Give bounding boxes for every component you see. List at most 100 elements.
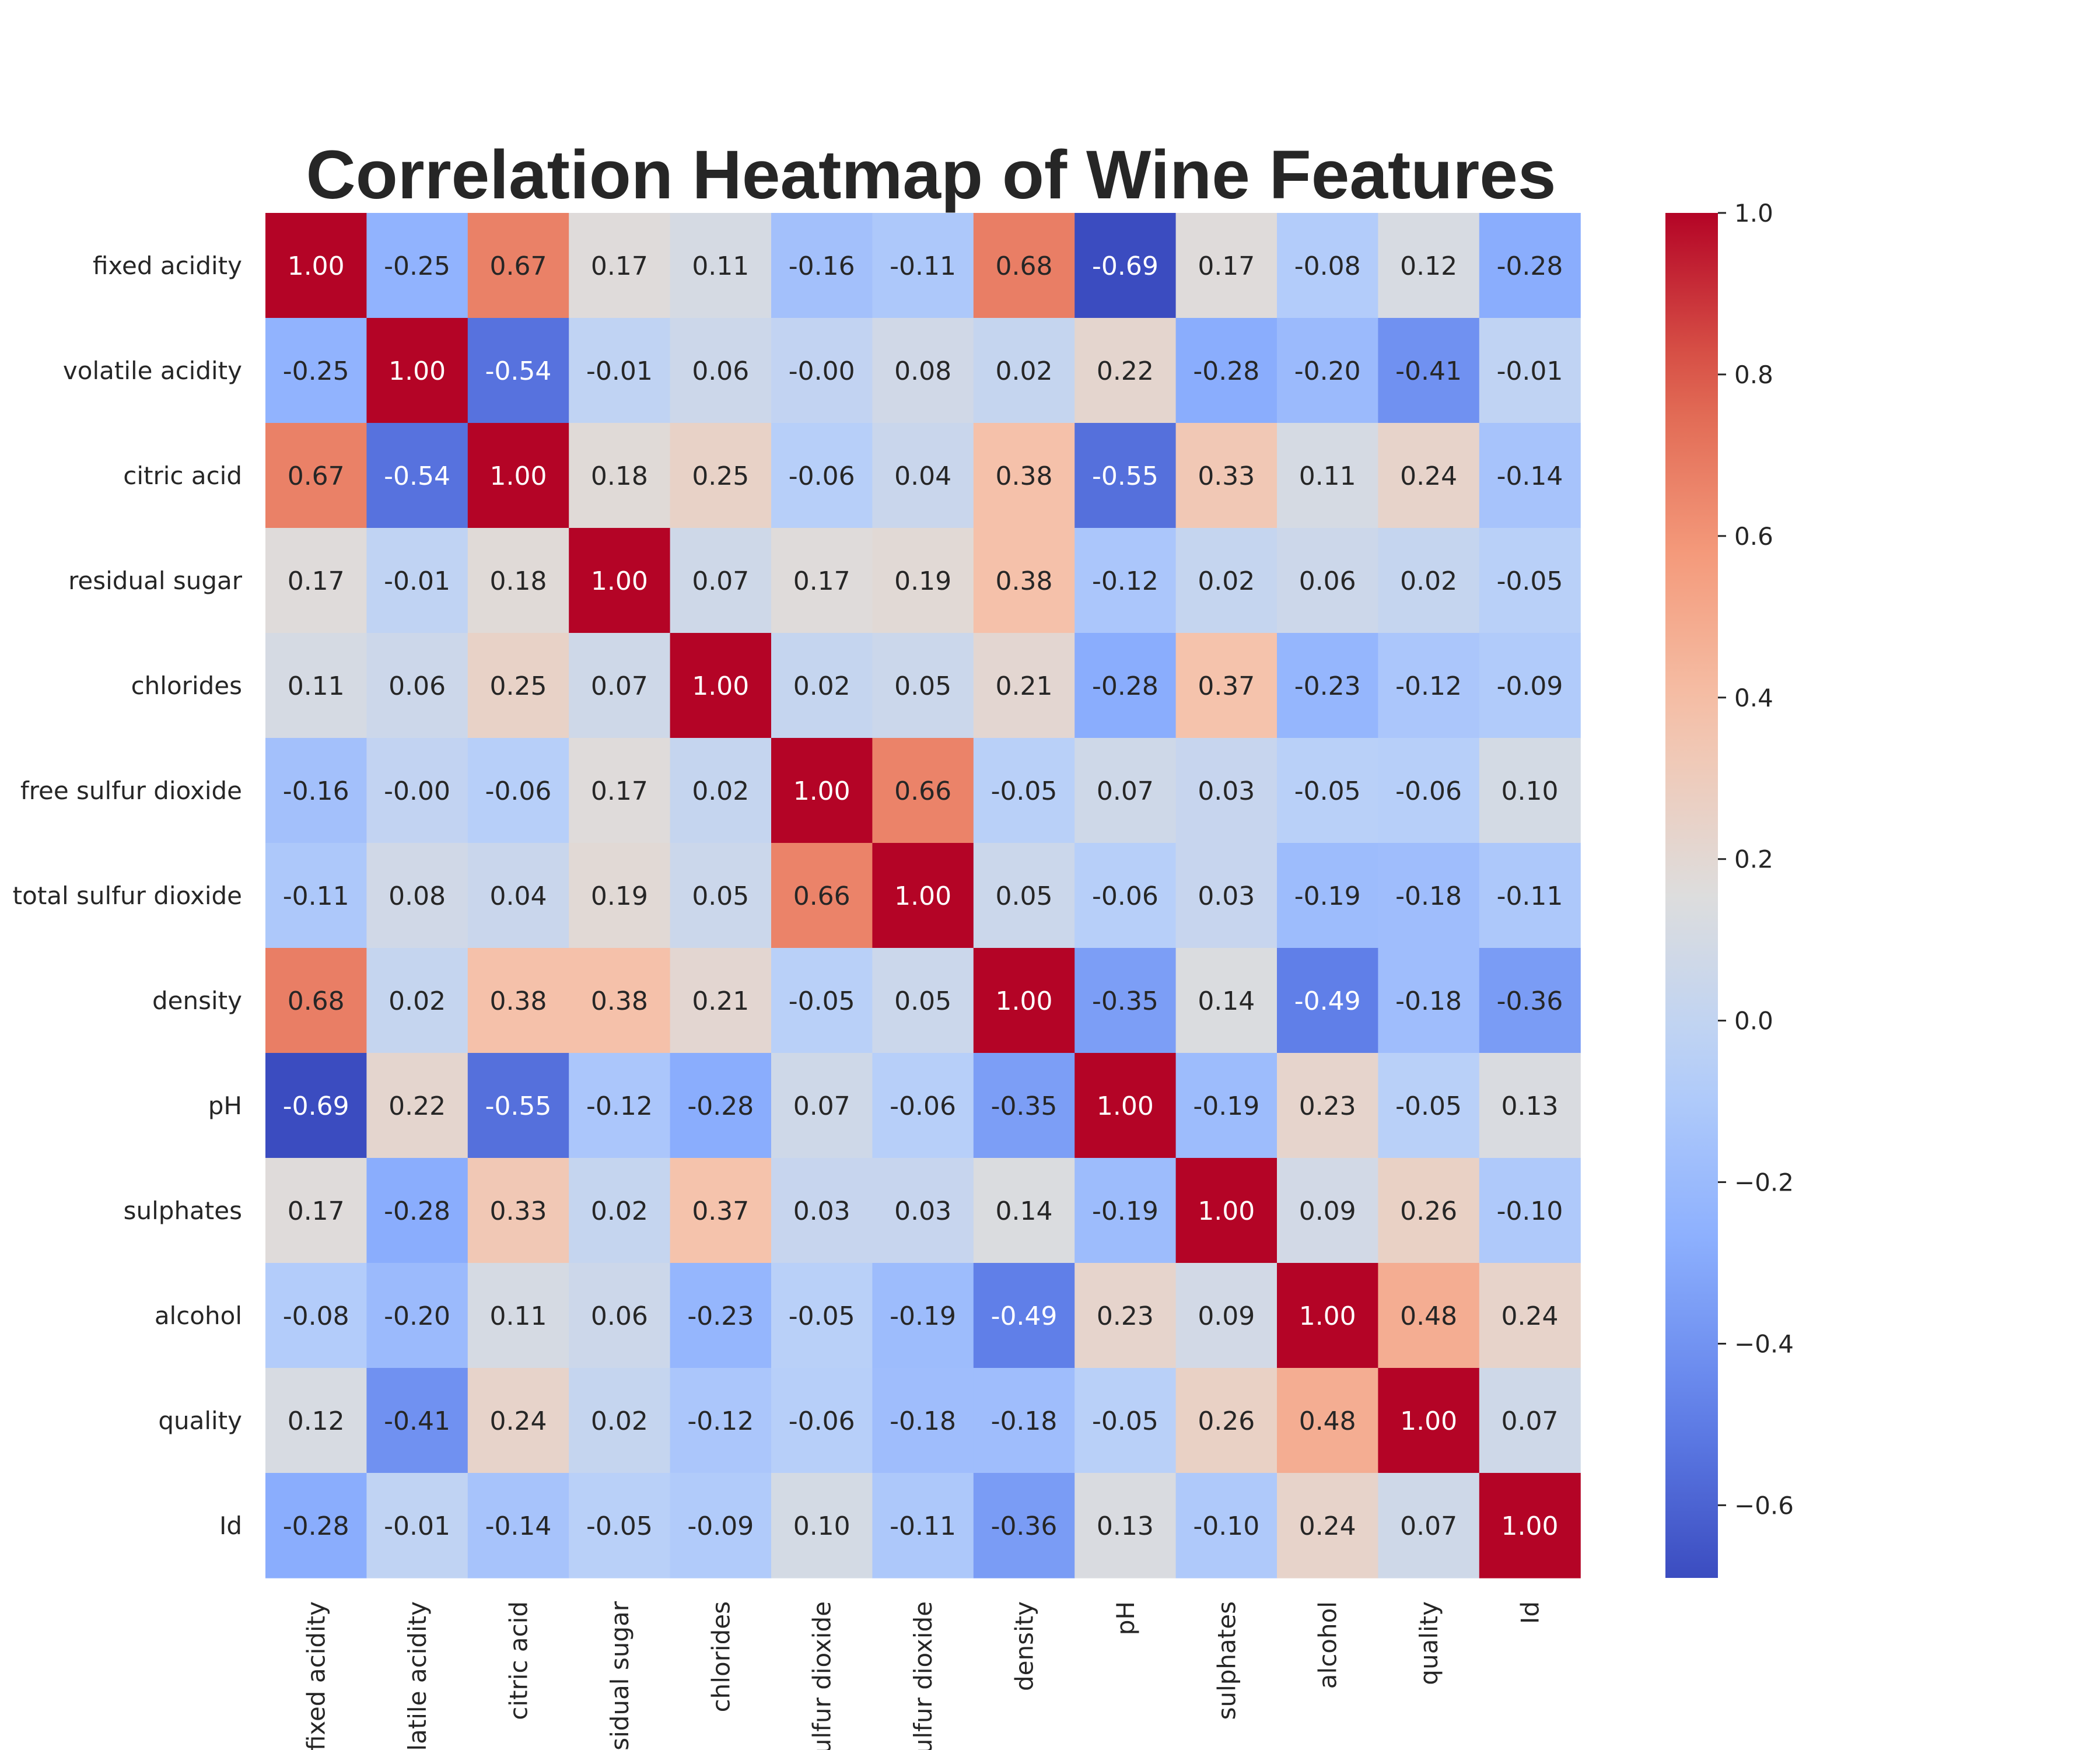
column-label: free sulfur dioxide: [808, 1601, 836, 1750]
cell-value-label: -0.23: [1294, 671, 1361, 701]
cell-value-label: 0.18: [591, 461, 648, 491]
cell-value-label: 0.08: [388, 881, 446, 911]
cell-value-label: -0.41: [1395, 356, 1462, 386]
column-label: quality: [1415, 1601, 1443, 1685]
cell-value-label: 0.05: [692, 881, 749, 911]
cell-value-label: -0.06: [1395, 776, 1462, 806]
heatmap-cell: [1074, 948, 1177, 1054]
heatmap-grid: 1.00 -0.25 0.67 0.17 0.11 -0.16 -0.11 0.68 -0.69…: [265, 213, 1581, 1578]
cell-value-label: 0.37: [1198, 671, 1255, 701]
cell-value-label: -0.20: [384, 1301, 450, 1331]
cell-value-label: 0.09: [1299, 1196, 1356, 1226]
heatmap-cell: [670, 318, 772, 424]
heatmap-cell: [467, 948, 569, 1054]
heatmap-cell: [1074, 1263, 1177, 1368]
heatmap-cell: [569, 843, 671, 949]
heatmap-cell: [1074, 423, 1177, 528]
heatmap-cell: [569, 213, 671, 318]
cell-value-label: 1.00: [894, 881, 951, 911]
heatmap-cell: [265, 1053, 367, 1158]
cell-value-label: -0.16: [789, 251, 855, 281]
cell-value-label: -0.41: [384, 1406, 450, 1436]
cell-value-label: -0.08: [283, 1301, 349, 1331]
colorbar-tick-label: −0.6: [1734, 1491, 1794, 1520]
cell-value-label: -0.09: [1497, 671, 1563, 701]
cell-value-label: -0.35: [1092, 986, 1158, 1016]
heatmap-cell: [1277, 633, 1378, 738]
heatmap-cell: [973, 318, 1075, 424]
cell-value-label: 0.17: [288, 566, 345, 596]
heatmap-cell: [1479, 318, 1581, 424]
heatmap-cell: [670, 423, 772, 528]
heatmap-cell: [467, 1473, 569, 1578]
heatmap-cell: [569, 1158, 671, 1264]
cell-value-label: 0.06: [692, 356, 749, 386]
cell-value-label: 0.07: [692, 566, 749, 596]
heatmap-cell: [670, 738, 772, 844]
cell-value-label: 1.00: [591, 566, 648, 596]
column-label: volatile acidity: [403, 1601, 432, 1750]
row-label: sulphates: [124, 1196, 242, 1225]
heatmap-cell: [1277, 843, 1378, 949]
cell-value-label: 0.37: [692, 1196, 749, 1226]
cell-value-label: -0.55: [485, 1091, 552, 1121]
cell-value-label: 0.24: [490, 1406, 547, 1436]
heatmap-cell: [1277, 1368, 1378, 1474]
cell-value-label: 0.12: [1400, 251, 1457, 281]
heatmap-cell: [366, 948, 468, 1054]
heatmap-cell: [1175, 528, 1278, 634]
cell-value-label: -0.11: [283, 881, 349, 911]
cell-value-label: 0.17: [288, 1196, 345, 1226]
heatmap-cell: [1378, 213, 1480, 318]
colorbar-gradient: [1665, 213, 1718, 1578]
heatmap-cell: [771, 1368, 873, 1474]
cell-value-label: -0.49: [991, 1301, 1058, 1331]
column-label: Id: [1516, 1601, 1545, 1624]
colorbar-tick-label: 0.8: [1734, 360, 1773, 389]
heatmap-cell: [1175, 213, 1278, 318]
heatmap-cell: [771, 843, 873, 949]
cell-value-label: -0.06: [1092, 881, 1158, 911]
row-label: free sulfur dioxide: [20, 776, 242, 805]
heatmap-cell: [1074, 528, 1177, 634]
cell-value-label: 1.00: [1097, 1091, 1154, 1121]
heatmap-cell: [1277, 738, 1378, 844]
cell-value-label: -0.05: [1092, 1406, 1158, 1436]
heatmap-cell: [771, 1053, 873, 1158]
cell-value-label: -0.11: [890, 251, 956, 281]
heatmap-cell: [467, 843, 569, 949]
heatmap-cell: [1378, 318, 1480, 424]
row-label: fixed acidity: [93, 251, 242, 280]
heatmap-cell: [771, 1158, 873, 1264]
colorbar: 1.0 0.8 0.6 0.4 0.2 0.0 −0.2 −0.4 −0.6: [1665, 199, 1794, 1578]
cell-value-label: -0.20: [1294, 356, 1361, 386]
heatmap-cell: [366, 843, 468, 949]
column-label: pH: [1111, 1601, 1140, 1635]
cell-value-label: 0.07: [1502, 1406, 1559, 1436]
heatmap-cell: [1074, 633, 1177, 738]
row-label: total sulfur dioxide: [13, 881, 242, 910]
cell-value-label: 0.22: [1097, 356, 1154, 386]
cell-value-label: 0.05: [996, 881, 1053, 911]
cell-value-label: -0.05: [789, 986, 855, 1016]
heatmap-cell: [265, 1158, 367, 1264]
heatmap-cell: [1175, 1053, 1278, 1158]
heatmap-cell: [467, 528, 569, 634]
heatmap-cell: [670, 1158, 772, 1264]
heatmap-cell: [1175, 948, 1278, 1054]
cell-value-label: 0.38: [996, 461, 1053, 491]
heatmap-cell: [872, 213, 974, 318]
heatmap-cell: [872, 633, 974, 738]
cell-value-label: 0.33: [490, 1196, 547, 1226]
heatmap-cell: [872, 1263, 974, 1368]
heatmap-cell: [467, 1053, 569, 1158]
cell-value-label: 0.10: [1502, 776, 1559, 806]
cell-value-label: -0.54: [485, 356, 552, 386]
cell-value-label: -0.14: [485, 1511, 552, 1541]
heatmap-cell: [366, 1263, 468, 1368]
cell-value-label: -0.28: [384, 1196, 450, 1226]
column-label: residual sugar: [606, 1601, 634, 1750]
heatmap-cell: [569, 1053, 671, 1158]
heatmap-cell: [973, 1368, 1075, 1474]
heatmap-cell: [1479, 1158, 1581, 1264]
